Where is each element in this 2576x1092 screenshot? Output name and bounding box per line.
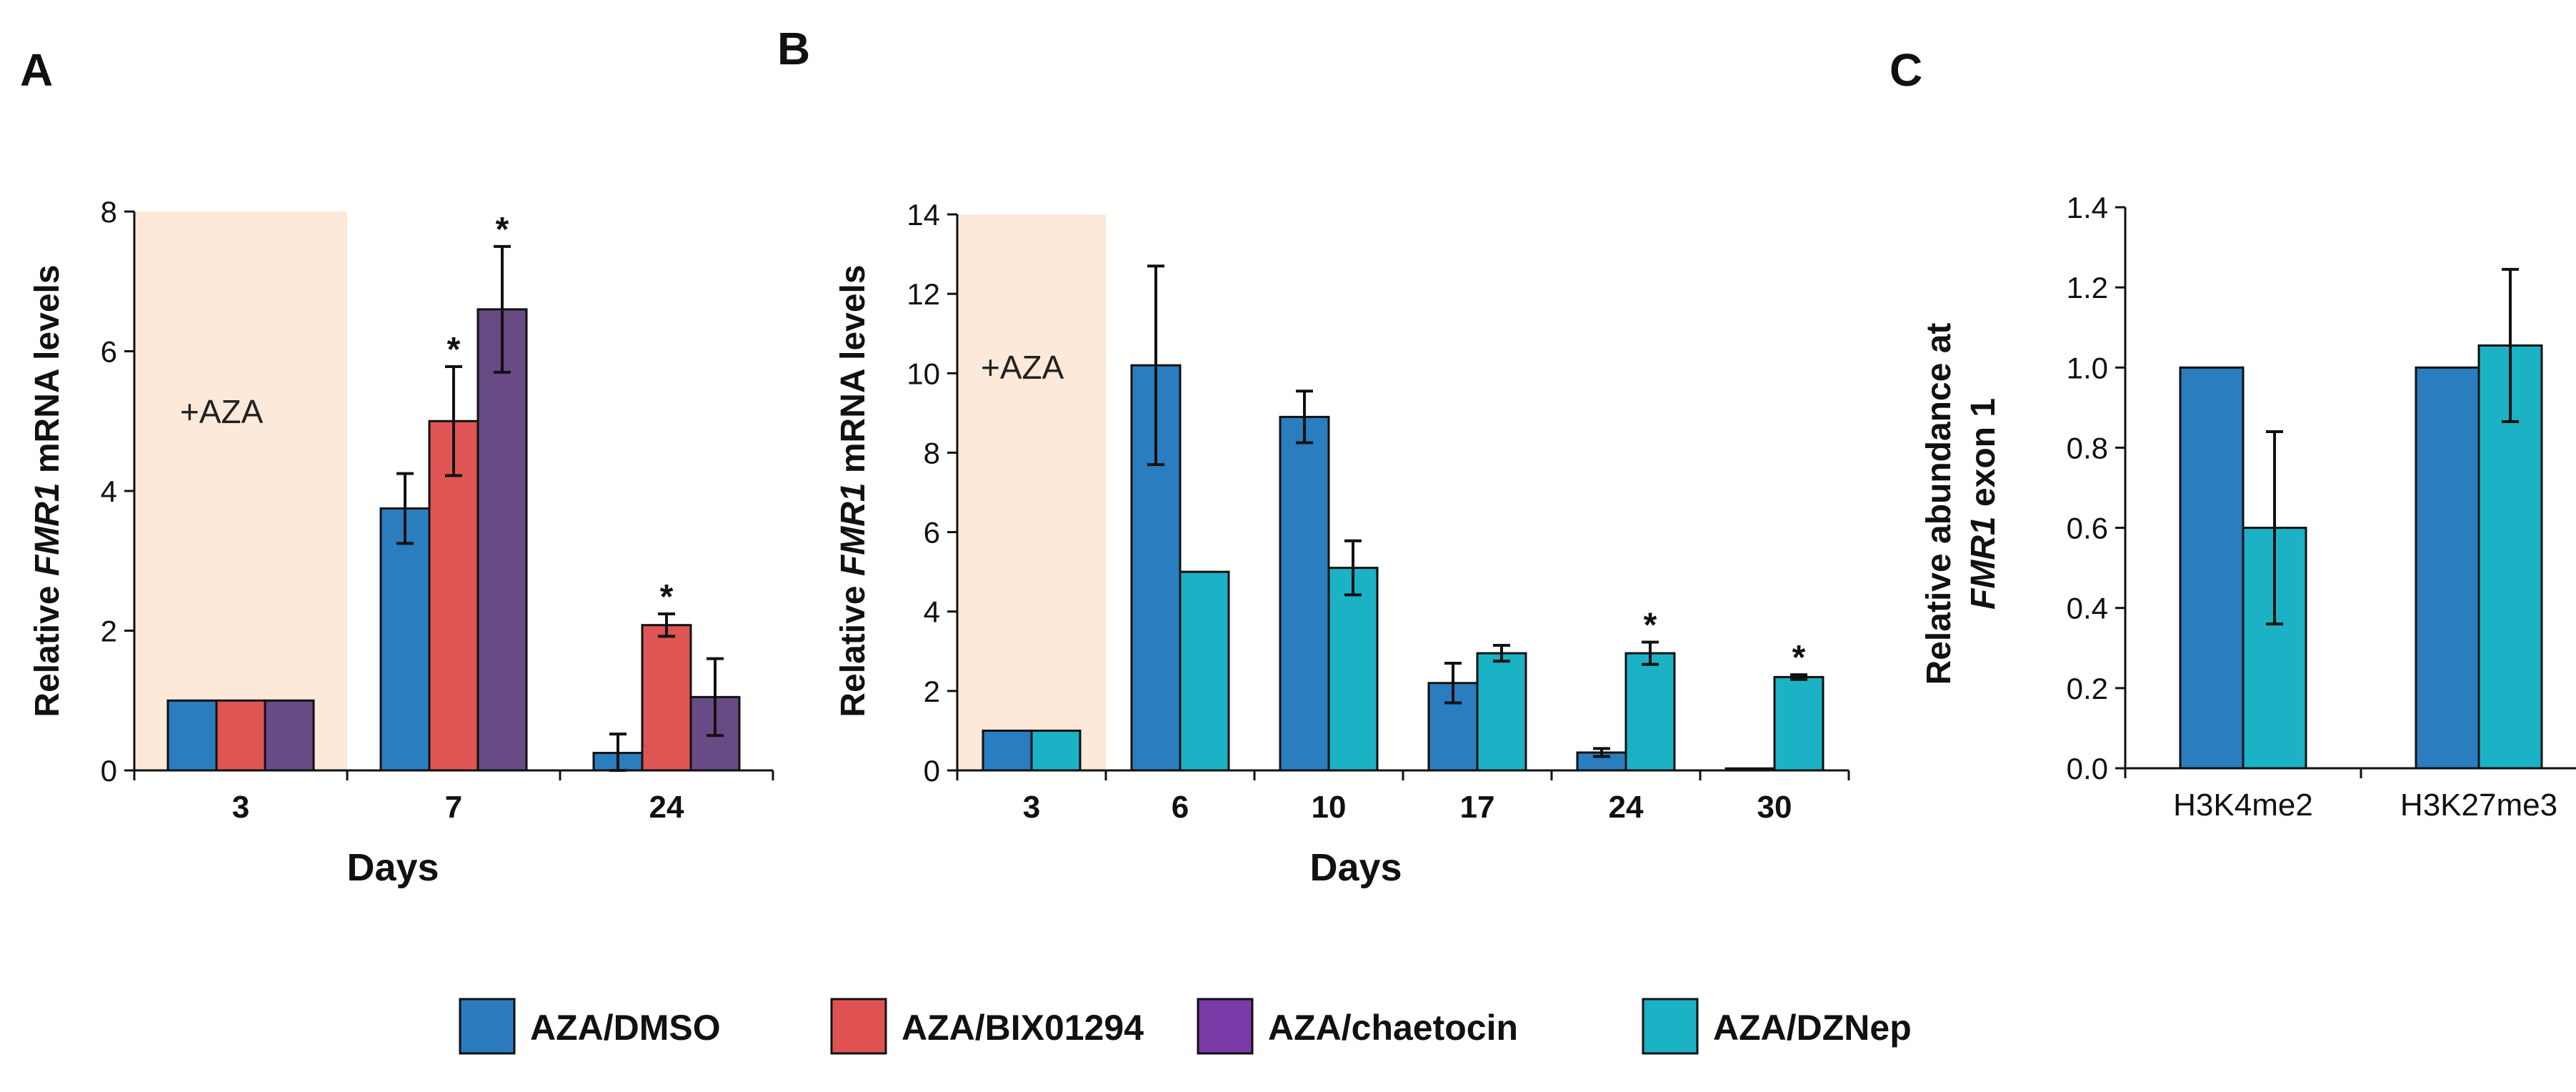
y-tick-label-b-0: 0 <box>924 754 940 788</box>
legend-label-azachaetocin: AZA/chaetocin <box>1268 1008 1518 1048</box>
y-axis-title-a-part1: Relative <box>29 576 66 717</box>
chart-panel-a: +AZA Relative FMR1 mRNA levels Days 0246… <box>29 195 774 889</box>
y-tick-label-a-3: 6 <box>101 335 117 369</box>
chart-panel-b: +AZA Relative FMR1 mRNA levels Days 0246… <box>834 198 1850 889</box>
y-axis-title-a-gene: FMR1 <box>29 482 66 576</box>
x-tick-label-b-5: 30 <box>1757 790 1792 825</box>
significance-star-a-1-1: * <box>447 331 461 369</box>
chart-panel-c: Relative abundance at FMR1 exon 1 0.0 0.2… <box>1920 191 2576 823</box>
legend-label-azadznep: AZA/DZNep <box>1713 1008 1912 1048</box>
bar-c-H3K27me3-azadmso <box>2415 366 2480 770</box>
y-tick-label-a-0: 0 <box>101 754 117 788</box>
aza-annotation-a: +AZA <box>180 393 264 430</box>
bar-a-3-azadmso <box>166 699 218 772</box>
bar-b-10-azadznep <box>1327 567 1379 772</box>
x-tick-label-a-2: 24 <box>649 790 684 825</box>
significance-star-b-5-1: * <box>1792 639 1806 677</box>
panel-letter-a: A <box>20 44 53 96</box>
y-tick-label-a-4: 8 <box>101 195 117 229</box>
x-tick-label-c-1: H3K27me3 <box>2400 788 2557 823</box>
y-axis-title-c-2: FMR1 exon 1 <box>1965 398 2002 610</box>
bar-a-7-azachaetocin <box>476 308 528 772</box>
y-axis-title-c-line1: Relative abundance at <box>1920 323 1958 685</box>
bar-b-30-azadznep <box>1773 675 1824 772</box>
y-tick-label-c-1: 0.2 <box>2067 672 2108 705</box>
bar-b-3-azadmso <box>982 729 1033 772</box>
y-tick-label-c-0: 0.0 <box>2067 752 2108 785</box>
legend-swatch-azabix01294 <box>830 998 887 1055</box>
aza-shading-a <box>134 212 347 770</box>
panel-letter-b: B <box>777 23 810 74</box>
bar-b-10-azadmso <box>1279 415 1330 772</box>
bar-b-17-azadznep <box>1476 652 1527 772</box>
bar-b-6-azadznep <box>1179 570 1230 772</box>
significance-star-b-4-1: * <box>1644 607 1657 645</box>
y-tick-label-b-5: 10 <box>907 357 940 390</box>
y-tick-label-c-4: 0.8 <box>2067 431 2108 465</box>
y-tick-label-c-6: 1.2 <box>2067 271 2108 304</box>
aza-annotation-b: +AZA <box>981 349 1064 386</box>
bar-b-3-azadznep <box>1030 729 1082 772</box>
legend: AZA/DMSO AZA/BIX01294 AZA/chaetocin AZA/DZN… <box>459 998 1912 1055</box>
y-tick-label-b-6: 12 <box>907 277 940 311</box>
bar-a-24-azabix01294 <box>641 624 692 772</box>
bar-a-7-azadmso <box>379 507 431 772</box>
y-axis-title-c-exon: exon 1 <box>1965 398 2002 516</box>
significance-star-a-1-2: * <box>496 211 509 249</box>
y-tick-label-b-7: 14 <box>907 198 940 232</box>
y-axis-title-c: Relative abundance at <box>1920 323 1958 685</box>
x-tick-label-b-4: 24 <box>1609 790 1644 825</box>
legend-label-azabix01294: AZA/BIX01294 <box>902 1008 1144 1048</box>
x-tick-label-b-1: 6 <box>1172 790 1189 825</box>
legend-label-azadmso: AZA/DMSO <box>530 1008 721 1048</box>
bar-a-3-azachaetocin <box>264 699 315 772</box>
x-tick-label-a-0: 3 <box>232 790 249 825</box>
x-tick-label-b-0: 3 <box>1023 790 1040 825</box>
y-tick-label-c-3: 0.6 <box>2067 512 2108 545</box>
x-tick-label-b-2: 10 <box>1312 790 1347 825</box>
y-axis-title-c-gene: FMR1 <box>1965 516 2002 610</box>
y-tick-label-c-2: 0.4 <box>2067 592 2108 625</box>
bar-a-3-azabix01294 <box>215 699 266 772</box>
x-tick-label-b-3: 17 <box>1460 790 1495 825</box>
y-axis-title-b-gene: FMR1 <box>834 482 872 576</box>
significance-star-a-2-1: * <box>660 578 674 616</box>
x-axis-title-a: Days <box>346 846 439 889</box>
y-tick-label-c-5: 1.0 <box>2067 351 2108 384</box>
y-tick-label-c-7: 1.4 <box>2067 191 2108 224</box>
bar-c-H3K4me2-azadmso <box>2179 366 2245 770</box>
legend-swatch-azachaetocin <box>1197 998 1254 1055</box>
legend-swatch-azadmso <box>459 998 516 1055</box>
y-tick-label-a-1: 2 <box>101 615 117 648</box>
x-tick-label-c-0: H3K4me2 <box>2173 788 2313 823</box>
bar-b-24-azadznep <box>1624 652 1676 772</box>
y-axis-title-b: Relative FMR1 mRNA levels <box>834 264 872 717</box>
y-tick-label-b-1: 2 <box>924 675 940 708</box>
panel-letter-c: C <box>1889 44 1922 96</box>
y-tick-label-b-4: 8 <box>924 436 940 470</box>
x-tick-label-a-1: 7 <box>445 790 462 825</box>
y-tick-label-a-2: 4 <box>101 475 117 508</box>
y-axis-title-a-part3: mRNA levels <box>29 264 66 482</box>
y-axis-title-b-part1: Relative <box>834 576 872 717</box>
bar-b-30-azadmso <box>1724 767 1776 772</box>
y-axis-title-b-part3: mRNA levels <box>834 264 872 482</box>
y-tick-label-b-3: 6 <box>924 516 940 550</box>
y-axis-title-a: Relative FMR1 mRNA levels <box>29 264 66 717</box>
aza-shading-b <box>957 214 1106 770</box>
x-axis-title-b: Days <box>1309 846 1402 889</box>
legend-swatch-azadznep <box>1642 998 1699 1055</box>
y-tick-label-b-2: 4 <box>924 595 940 629</box>
